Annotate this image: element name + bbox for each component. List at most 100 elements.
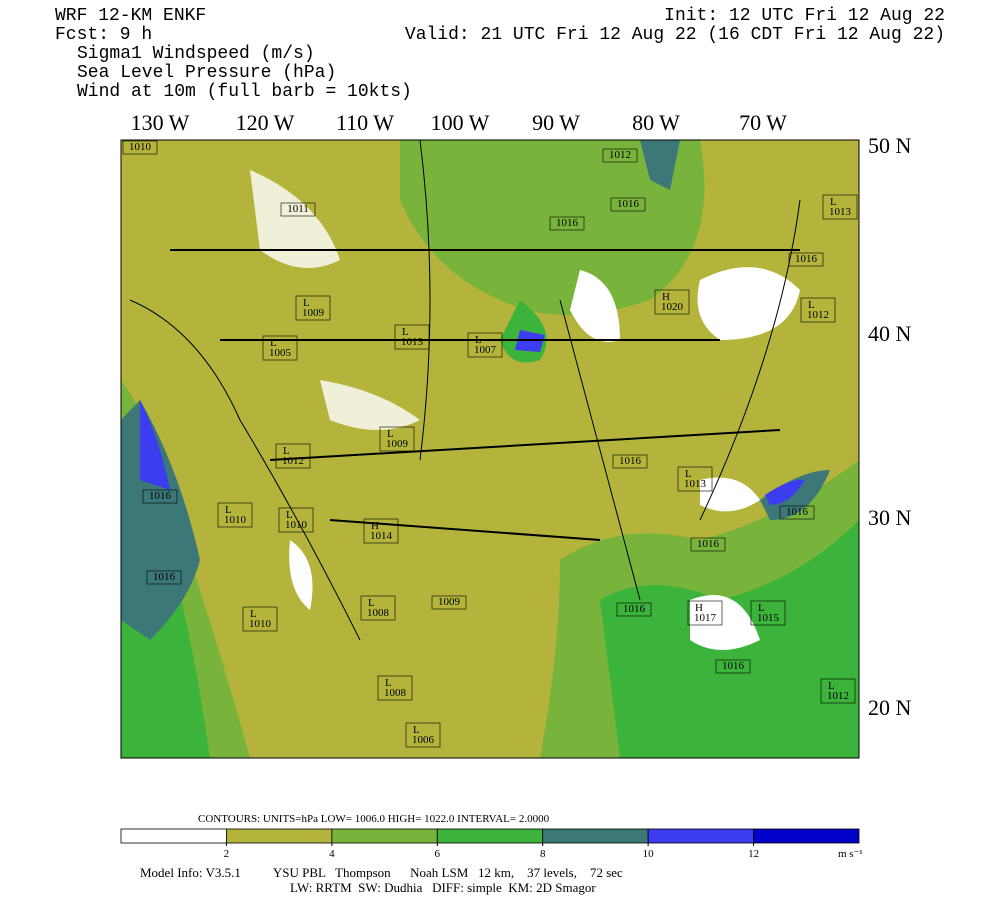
pressure-label: 1012 (602, 148, 638, 163)
pressure-label: 1016 (549, 216, 585, 231)
label-box (616, 602, 652, 617)
longitude-label: 110 W (336, 110, 394, 135)
longitude-label: 100 W (431, 110, 490, 135)
label-box (800, 297, 836, 323)
label-box (295, 295, 331, 321)
pressure-label: 1016 (788, 252, 824, 267)
valid-time: Valid: 21 UTC Fri 12 Aug 22 (16 CDT Fri … (405, 25, 945, 45)
field-name: Wind at 10m (full barb = 10kts) (77, 82, 412, 102)
pressure-value: 1012 (609, 149, 631, 161)
pressure-label: 1011 (280, 202, 316, 217)
pressure-value: 1016 (153, 571, 176, 583)
pressure-center: L (475, 334, 482, 346)
model-title: WRF 12-KM ENKF (55, 6, 206, 26)
label-box (275, 443, 311, 469)
pressure-value: 1016 (617, 198, 640, 210)
label-box (242, 606, 278, 632)
label-box (431, 595, 467, 610)
latitude-label: 20 N (868, 695, 912, 720)
pressure-value: 1013 (401, 336, 424, 348)
pressure-center: L (385, 677, 392, 689)
colorbar-segment (647, 828, 754, 844)
physics-info: LW: RRTM SW: Dudhia DIFF: simple KM: 2D … (290, 880, 596, 895)
pressure-center: L (270, 337, 277, 349)
pressure-center: L (250, 608, 257, 620)
pressure-value: 1009 (386, 438, 409, 450)
pressure-value: 1017 (694, 612, 717, 624)
pressure-label: 1016 (146, 570, 182, 585)
pressure-value: 1006 (412, 734, 435, 746)
longitude-label: 130 W (131, 110, 190, 135)
label-box (146, 570, 182, 585)
pressure-center: L (758, 602, 765, 614)
colorbar-segment (331, 828, 438, 844)
pressure-value: 1016 (697, 538, 720, 550)
pressure-value: 1016 (795, 253, 818, 265)
pressure-value: 1016 (623, 603, 646, 615)
colorbar-segment (753, 828, 860, 844)
colorbar-tick-label: 10 (643, 848, 655, 860)
pressure-value: 1016 (722, 660, 745, 672)
colorbar-tick-label: 6 (435, 848, 441, 860)
pressure-value: 1010 (224, 514, 247, 526)
pressure-value: 1013 (684, 478, 707, 490)
label-box (820, 678, 856, 704)
pressure-value: 1005 (269, 347, 292, 359)
pressure-value: 1016 (619, 455, 642, 467)
pressure-center: L (828, 680, 835, 692)
pressure-value: 1008 (367, 607, 390, 619)
map-field (120, 139, 860, 759)
pressure-center: L (413, 724, 420, 736)
pressure-label: 1009 (431, 595, 467, 610)
field-name: Sigma1 Windspeed (m/s) (77, 44, 315, 64)
pressure-center: L (402, 326, 409, 338)
label-box (549, 216, 585, 231)
longitude-label: 120 W (236, 110, 295, 135)
pressure-value: 1016 (556, 217, 579, 229)
pressure-value: 1013 (829, 206, 852, 218)
label-box (394, 324, 430, 350)
colorbar-segment (120, 828, 227, 844)
pressure-label: 1016 (779, 505, 815, 520)
pressure-value: 1011 (287, 203, 309, 215)
model-info: Model Info: V3.5.1 YSU PBL Thompson Noah… (140, 865, 623, 880)
label-box (602, 148, 638, 163)
pressure-center: L (685, 468, 692, 480)
label-box (715, 659, 751, 674)
pressure-value: 1016 (149, 490, 172, 502)
latitude-label: 50 N (868, 133, 912, 158)
latitude-label: 30 N (868, 505, 912, 530)
pressure-value: 1014 (370, 530, 393, 542)
label-box (788, 252, 824, 267)
longitude-label: 70 W (739, 110, 787, 135)
pressure-label: 1016 (616, 602, 652, 617)
label-box (677, 466, 713, 492)
pressure-value: 1010 (249, 618, 272, 630)
label-box (278, 507, 314, 533)
colorbar-tick-label: 2 (224, 848, 230, 860)
pressure-value: 1008 (384, 687, 407, 699)
label-box (142, 489, 178, 504)
label-box (779, 505, 815, 520)
pressure-center: L (808, 299, 815, 311)
pressure-label: 1016 (715, 659, 751, 674)
colorbar-segment (542, 828, 649, 844)
colorbar-segment (436, 828, 544, 844)
label-box (467, 332, 503, 358)
pressure-label: 1010 (122, 140, 158, 155)
pressure-value: 1012 (827, 690, 849, 702)
label-box (280, 202, 316, 217)
pressure-value: 1010 (285, 519, 308, 531)
colorbar-units: m s⁻¹ (838, 848, 863, 860)
label-box (377, 675, 413, 701)
